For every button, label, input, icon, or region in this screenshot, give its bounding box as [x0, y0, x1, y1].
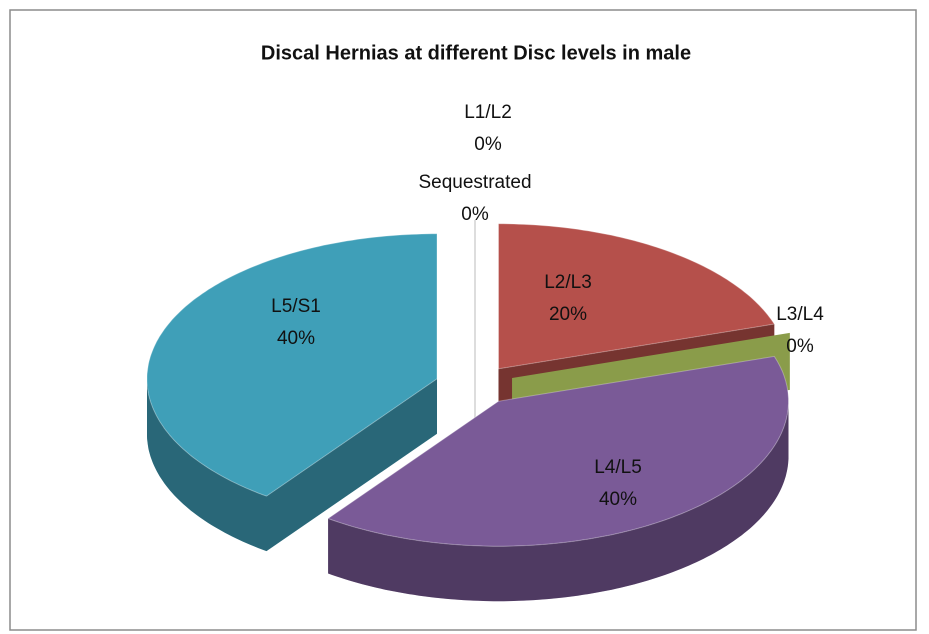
slice-value-label: 40% [599, 489, 637, 510]
slice-label: L2/L3 [544, 272, 592, 293]
slice-value-label: 20% [549, 304, 587, 325]
slice-label: L3/L4 [776, 304, 824, 325]
slice-wall-shade [147, 378, 267, 552]
slice-label: L1/L2 [464, 102, 512, 123]
slice-value-label: 0% [786, 336, 814, 357]
slice-label: L5/S1 [271, 296, 321, 317]
slice-top [327, 355, 789, 547]
slice-wall [147, 378, 267, 552]
pie-slice [327, 355, 789, 602]
slice-value-label: 40% [277, 328, 315, 349]
chart-title: Discal Hernias at different Disc levels … [261, 42, 691, 64]
slice-face-shade [266, 378, 437, 552]
slice-wall-shade [328, 401, 789, 602]
slice-top [146, 233, 438, 497]
slice-top [498, 223, 776, 370]
slice-value-label: 0% [474, 134, 502, 155]
slice-label: L4/L5 [594, 457, 642, 478]
slice-face [266, 378, 437, 552]
pie-slice [146, 233, 438, 552]
slice-value-label: 0% [461, 204, 489, 225]
slice-label: Sequestrated [418, 172, 531, 193]
slice-wall [328, 401, 789, 602]
